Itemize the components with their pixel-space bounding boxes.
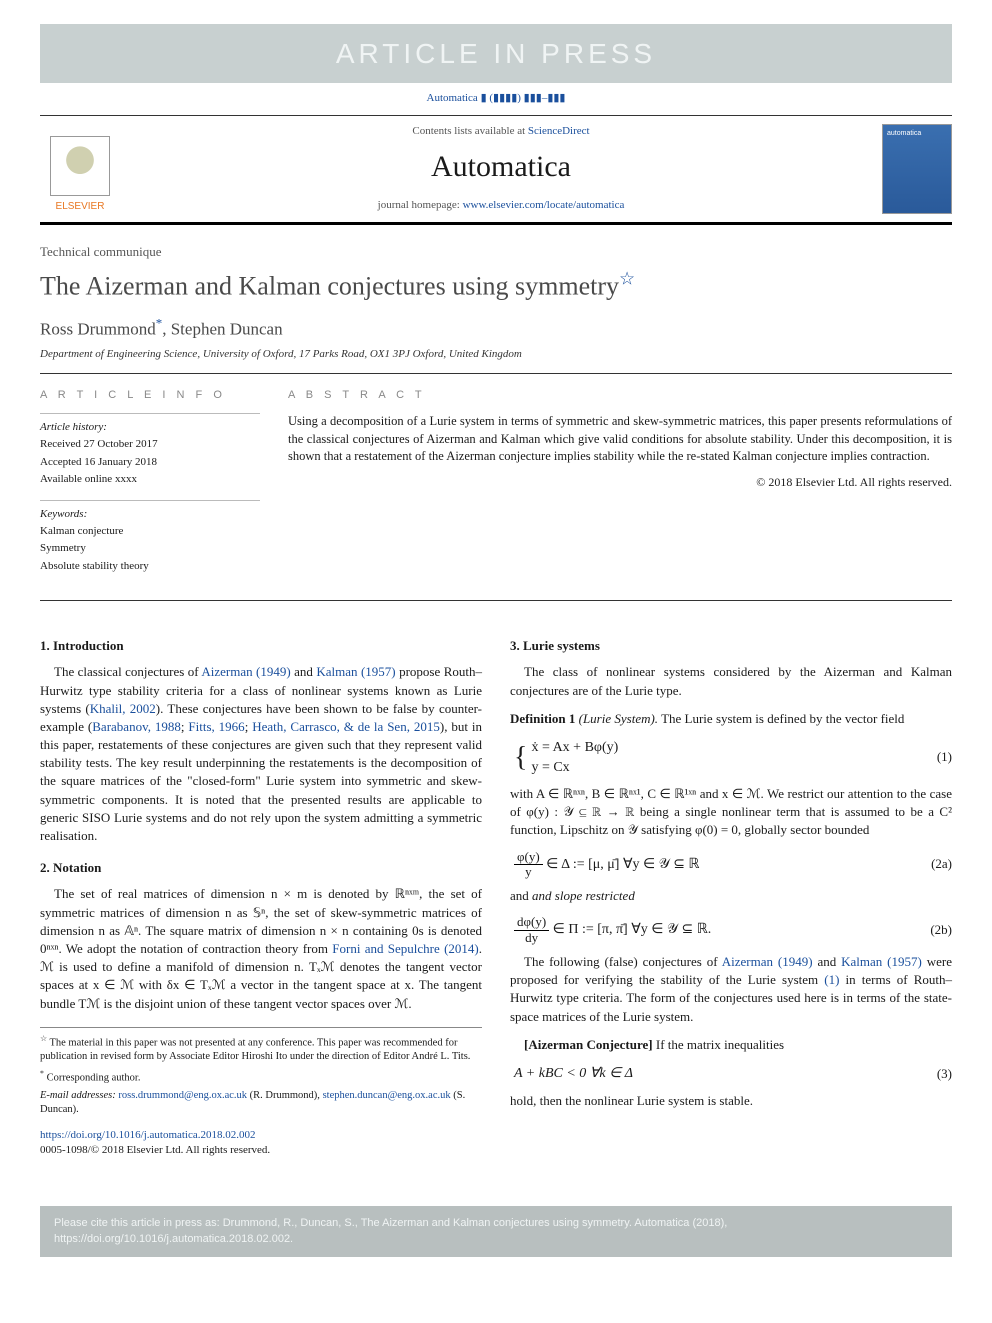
footnotes: ☆ The material in this paper was not pre… [40,1027,482,1118]
elsevier-tree-icon [50,136,110,196]
section-1-heading: 1. Introduction [40,637,482,655]
copyright: © 2018 Elsevier Ltd. All rights reserved… [288,474,952,491]
ref-barabanov-1988[interactable]: Barabanov, 1988 [92,719,181,734]
article-type: Technical communique [40,243,952,261]
journal-reference: Automatica ▮ (▮▮▮▮) ▮▮▮–▮▮▮ [40,83,952,114]
equation-1: { ẋ = Ax + Bφ(y) y = Cx (1) [510,738,952,777]
email-duncan-link[interactable]: stephen.duncan@eng.ox.ac.uk [323,1090,451,1101]
homepage-line: journal homepage: www.elsevier.com/locat… [132,198,870,213]
footnote-emails: E-mail addresses: ross.drummond@eng.ox.a… [40,1089,482,1117]
article-title: The Aizerman and Kalman conjectures usin… [40,267,952,305]
footnote-corresponding: * Corresponding author. [40,1069,482,1086]
aizerman-conjecture: [Aizerman Conjecture] If the matrix ineq… [510,1036,952,1054]
journal-cover-thumb[interactable]: automatica [882,124,952,214]
section-1-p1: The classical conjectures of Aizerman (1… [40,663,482,845]
abstract-text: Using a decomposition of a Lurie system … [288,413,952,466]
section-3-heading: 3. Lurie systems [510,637,952,655]
journal-ref-link[interactable]: Automatica ▮ (▮▮▮▮) ▮▮▮–▮▮▮ [427,92,566,104]
homepage-link[interactable]: www.elsevier.com/locate/automatica [463,199,625,211]
equation-3: A + kBC < 0 ∀k ∈ Δ (3) [510,1064,952,1084]
ref-kalman-1957[interactable]: Kalman (1957) [316,664,395,679]
section-3-p1: The class of nonlinear systems considere… [510,663,952,699]
in-press-banner: ARTICLE IN PRESS [40,24,952,83]
section-3-p4: hold, then the nonlinear Lurie system is… [510,1092,952,1110]
section-2-p1: The set of real matrices of dimension n … [40,885,482,1012]
definition-1: Definition 1 (Lurie System). The Lurie s… [510,710,952,728]
affiliation: Department of Engineering Science, Unive… [40,347,952,362]
equation-2b: dφ(y)dy ∈ Π := [π, π̄] ∀y ∈ 𝒴 ⊆ ℝ. (2b) [510,915,952,945]
keyword-1: Kalman conjecture [40,524,260,539]
article-info-heading: A R T I C L E I N F O [40,388,260,403]
footnote-material: ☆ The material in this paper was not pre… [40,1034,482,1065]
elsevier-label: ELSEVIER [56,200,105,214]
ref-aizerman-1949[interactable]: Aizerman (1949) [201,664,290,679]
abstract-heading: A B S T R A C T [288,388,952,403]
ref-khalil-2002[interactable]: Khalil, 2002 [90,701,156,716]
author-2: Stephen Duncan [171,319,283,338]
ref-kalman-1957-b[interactable]: Kalman (1957) [841,954,922,969]
ref-eq-1-link[interactable]: (1) [824,972,839,987]
article-history: Article history: Received 27 October 201… [40,413,260,488]
section-2-heading: 2. Notation [40,859,482,877]
eq-1-number: (1) [912,748,952,766]
right-column: 3. Lurie systems The class of nonlinear … [510,623,952,1158]
ref-forni-2014[interactable]: Forni and Sepulchre (2014) [332,941,478,956]
history-received: Received 27 October 2017 [40,437,260,452]
eq-3-number: (3) [912,1065,952,1083]
elsevier-logo[interactable]: ELSEVIER [40,124,120,214]
author-1: Ross Drummond [40,319,156,338]
contents-line: Contents lists available at ScienceDirec… [132,124,870,139]
ref-fitts-1966[interactable]: Fitts, 1966 [188,719,244,734]
left-column: 1. Introduction The classical conjecture… [40,623,482,1158]
doi-block: https://doi.org/10.1016/j.automatica.201… [40,1128,482,1159]
keywords-block: Keywords: Kalman conjecture Symmetry Abs… [40,500,260,575]
ref-heath-2015[interactable]: Heath, Carrasco, & de la Sen, 2015 [252,719,440,734]
keyword-3: Absolute stability theory [40,559,260,574]
eq-2a-number: (2a) [912,855,952,873]
masthead: ELSEVIER Contents lists available at Sci… [40,115,952,225]
history-online: Available online xxxx [40,472,260,487]
ref-aizerman-1949-b[interactable]: Aizerman (1949) [722,954,813,969]
section-3-and: and and slope restricted [510,887,952,905]
info-abstract-block: A R T I C L E I N F O Article history: R… [40,373,952,602]
eq-2b-number: (2b) [912,921,952,939]
issn-line: 0005-1098/© 2018 Elsevier Ltd. All right… [40,1143,482,1158]
equation-2a: φ(y)y ∈ Δ := [μ, μ̄] ∀y ∈ 𝒴 ⊆ ℝ (2a) [510,850,952,880]
article-body: 1. Introduction The classical conjecture… [40,623,952,1158]
doi-link[interactable]: https://doi.org/10.1016/j.automatica.201… [40,1129,256,1141]
section-3-p3: The following (false) conjectures of Aiz… [510,953,952,1026]
title-footnote-link[interactable]: ☆ [619,269,635,289]
sciencedirect-link[interactable]: ScienceDirect [528,125,590,137]
email-drummond-link[interactable]: ross.drummond@eng.ox.ac.uk [118,1090,247,1101]
keyword-2: Symmetry [40,541,260,556]
history-accepted: Accepted 16 January 2018 [40,455,260,470]
journal-title: Automatica [132,146,870,188]
section-3-p2: with A ∈ ℝⁿˣⁿ, B ∈ ℝⁿˣ¹, C ∈ ℝ¹ˣⁿ and x … [510,785,952,840]
authors: Ross Drummond*, Stephen Duncan [40,315,952,341]
citation-footer: Please cite this article in press as: Dr… [40,1206,952,1257]
